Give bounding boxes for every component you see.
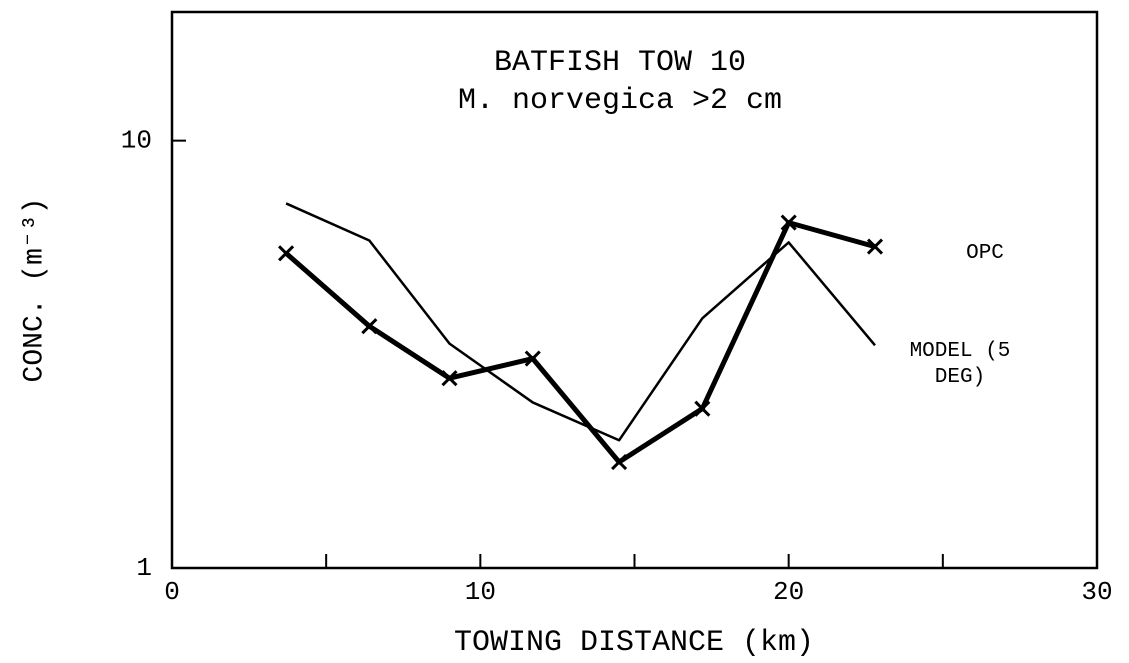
legend-label: MODEL (5 DEG) [909,340,1011,390]
x-tick-label: 30 [1081,577,1112,607]
y-axis-label: CONC. (m⁻³) [19,198,50,383]
point-marker [361,318,378,335]
y-tick-label: 1 [136,553,152,583]
point-marker [866,238,884,255]
point-marker [780,214,797,231]
legend-item: MODEL (5 DEG) [909,340,1011,390]
point-marker [524,350,541,367]
point-marker [611,453,628,471]
y-tick-label: 10 [121,126,152,156]
legend-item: OPC [966,241,1004,265]
point-marker [278,245,295,262]
chart-subtitle: M. norvegica >2 cm [458,84,782,118]
legend-label: OPC [966,241,1004,265]
x-axis-label: TOWING DISTANCE (km) [454,626,814,660]
x-tick-label: 0 [164,577,180,607]
series-line [284,220,876,465]
point-marker [694,400,711,417]
x-tick-label: 10 [465,577,496,607]
x-tick-label: 20 [773,577,804,607]
chart-title: BATFISH TOW 10 [494,46,746,80]
series-line [285,202,876,442]
point-marker [441,370,458,387]
